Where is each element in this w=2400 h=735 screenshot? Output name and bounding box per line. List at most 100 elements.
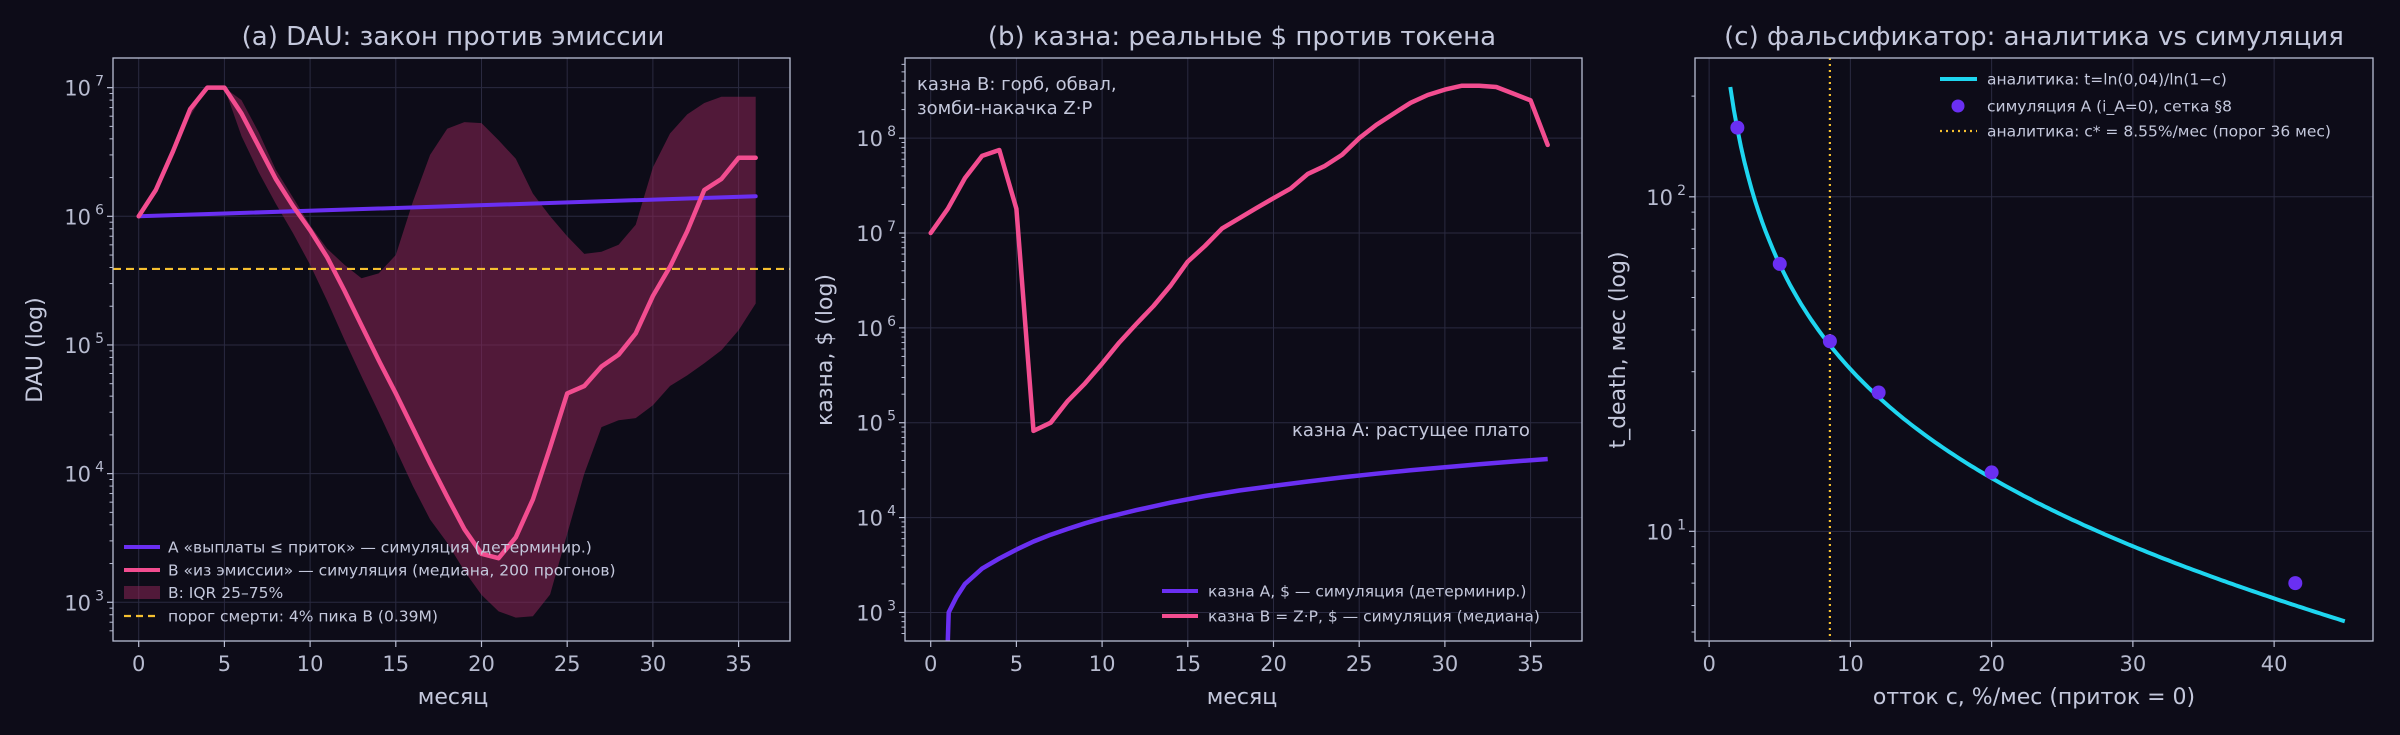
panel-b-annotation-a: казна A: растущее плато	[1292, 420, 1530, 441]
legend-c-label-sim: симуляция A (i_A=0), сетка §8	[1987, 98, 2232, 117]
x-tick-label: 35	[725, 652, 752, 676]
legend-a-label-iqr: B: IQR 25–75%	[168, 584, 283, 602]
y-tick-exponent: 7	[887, 219, 896, 235]
x-tick-label: 25	[554, 652, 581, 676]
x-tick-label: 40	[2261, 652, 2288, 676]
y-tick-base: 10	[1646, 186, 1673, 210]
x-tick-label: 20	[1978, 652, 2005, 676]
x-tick-label: 5	[1010, 652, 1023, 676]
x-tick-label: 30	[640, 652, 667, 676]
analytic-curve	[1728, 86, 2346, 624]
panel-a-legend: A «выплаты ≤ приток» — симуляция (детерм…	[124, 539, 616, 626]
x-tick-label: 20	[468, 652, 495, 676]
legend-a-label-a: A «выплаты ≤ приток» — симуляция (детерм…	[168, 539, 592, 557]
y-tick-label: 10	[856, 412, 883, 436]
y-tick-exponent: 4	[887, 504, 896, 520]
simulation-point	[1871, 385, 1886, 400]
y-tick-base: 10	[64, 77, 91, 101]
x-tick-label: 35	[1517, 652, 1544, 676]
x-tick-label: 30	[2120, 652, 2147, 676]
y-tick-label: 10	[64, 77, 91, 101]
panel-a-xlabel: месяц	[418, 685, 488, 710]
y-tick-base: 10	[856, 412, 883, 436]
y-tick-base: 10	[64, 334, 91, 358]
panel-c-frame	[1694, 57, 2374, 642]
y-tick-base: 10	[856, 127, 883, 151]
panel-b-xlabel: месяц	[1207, 685, 1277, 710]
panel-a: (a) DAU: закон против эмиссии месяц DAU …	[23, 22, 791, 710]
legend-c-swatch-sim	[1951, 99, 1965, 113]
series-b-line	[136, 85, 758, 561]
simulation-point	[1730, 120, 1745, 135]
x-tick-label: 10	[1089, 652, 1116, 676]
legend-c-label-cstar: аналитика: c* = 8.55%/мес (порог 36 мес)	[1987, 123, 2331, 141]
x-tick-label: 10	[297, 652, 324, 676]
x-tick-label: 20	[1260, 652, 1287, 676]
legend-a-label-threshold: порог смерти: 4% пика B (0.39M)	[168, 608, 438, 626]
y-tick-label: 10	[64, 591, 91, 615]
x-tick-label: 0	[924, 652, 937, 676]
panel-c-plot-area	[1728, 58, 2346, 641]
y-tick-exponent: 6	[887, 314, 896, 330]
panel-c-xlabel: отток c, %/мес (приток = 0)	[1873, 685, 2195, 710]
iqr-band	[138, 87, 756, 618]
panel-c-ylabel: t_death, мес (log)	[1606, 251, 1631, 448]
x-tick-label: 15	[382, 652, 409, 676]
x-tick-label: 0	[1702, 652, 1715, 676]
panel-c-legend: аналитика: t=ln(0,04)/ln(1−c) симуляция …	[1940, 71, 2331, 141]
panel-b-legend: казна A, $ — симуляция (детерминир.) каз…	[1162, 583, 1540, 626]
panel-b-plot-area	[928, 83, 1550, 642]
panel-a-plot-area	[113, 85, 790, 618]
y-tick-base: 10	[856, 601, 883, 625]
panel-a-ylabel: DAU (log)	[23, 297, 48, 402]
panel-a-frame	[112, 57, 791, 642]
panel-b-annotation-b-line1: казна B: горб, обвал,	[917, 74, 1117, 95]
y-tick-label: 10	[64, 334, 91, 358]
panel-c-title: (c) фальсификатор: аналитика vs симуляци…	[1724, 22, 2344, 52]
panel-a-title: (a) DAU: закон против эмиссии	[242, 22, 665, 52]
y-tick-exponent: 7	[95, 74, 104, 90]
x-tick-label: 0	[132, 652, 145, 676]
y-tick-exponent: 1	[1677, 517, 1686, 533]
y-tick-base: 10	[856, 507, 883, 531]
y-tick-base: 10	[856, 222, 883, 246]
simulation-point	[1822, 334, 1837, 349]
legend-c-label-analytic: аналитика: t=ln(0,04)/ln(1−c)	[1987, 71, 2227, 89]
x-tick-label: 15	[1174, 652, 1201, 676]
y-tick-label: 10	[1646, 186, 1673, 210]
x-tick-label: 25	[1346, 652, 1373, 676]
y-tick-exponent: 6	[95, 202, 104, 218]
x-tick-label: 5	[218, 652, 231, 676]
y-tick-exponent: 5	[95, 331, 104, 347]
x-tick-label: 10	[1837, 652, 1864, 676]
y-tick-base: 10	[64, 463, 91, 487]
y-tick-exponent: 3	[887, 598, 896, 614]
panel-b-grid	[905, 58, 1582, 641]
panel-b-frame	[904, 57, 1583, 642]
y-tick-base: 10	[1646, 520, 1673, 544]
x-tick-label: 30	[1432, 652, 1459, 676]
panel-b: (b) казна: реальные $ против токена меся…	[813, 22, 1583, 710]
y-tick-label: 10	[856, 507, 883, 531]
y-tick-exponent: 2	[1677, 183, 1686, 199]
legend-b-label-b: казна B = Z·P, $ — симуляция (медиана)	[1208, 608, 1540, 626]
y-tick-label: 10	[856, 127, 883, 151]
y-tick-base: 10	[856, 317, 883, 341]
y-tick-label: 10	[64, 205, 91, 229]
y-tick-exponent: 5	[887, 409, 896, 425]
simulation-point	[2288, 576, 2303, 591]
y-tick-exponent: 3	[95, 588, 104, 604]
y-tick-exponent: 8	[887, 124, 896, 140]
legend-a-label-b: B «из эмиссии» — симуляция (медиана, 200…	[168, 562, 616, 580]
legend-a-swatch-iqr	[124, 586, 160, 599]
y-tick-label: 10	[856, 317, 883, 341]
y-tick-base: 10	[64, 591, 91, 615]
y-tick-label: 10	[64, 463, 91, 487]
panel-c-grid	[1695, 58, 2373, 641]
panel-b-title: (b) казна: реальные $ против токена	[988, 22, 1496, 52]
simulation-point	[1984, 465, 1999, 480]
y-tick-base: 10	[64, 205, 91, 229]
